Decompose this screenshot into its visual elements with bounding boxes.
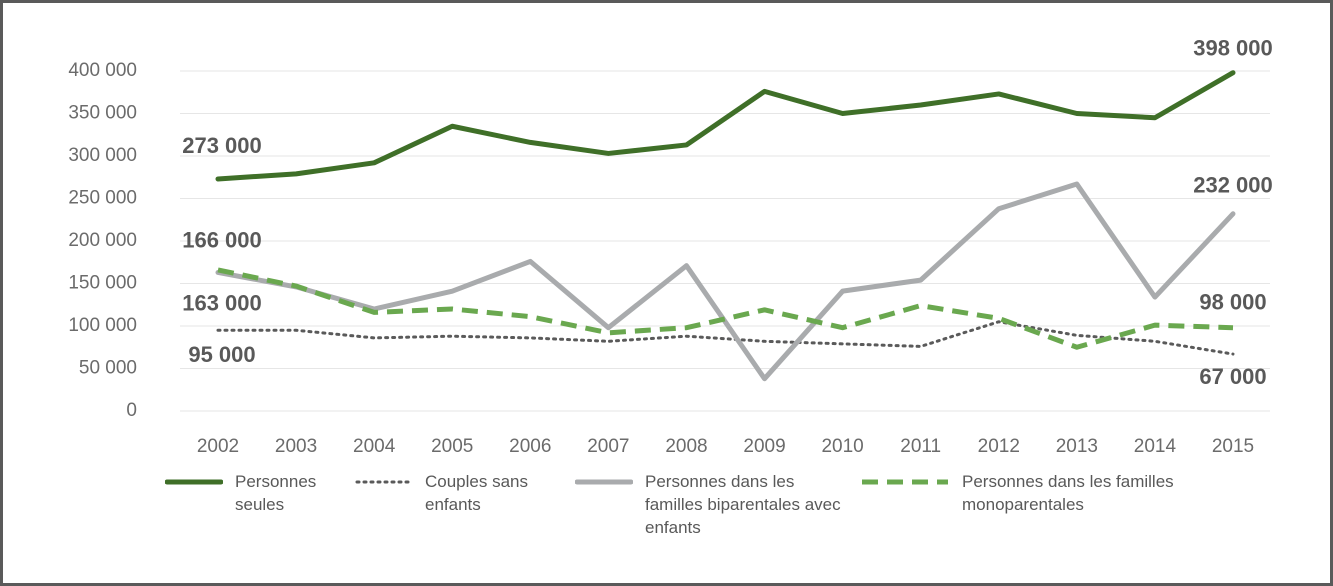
legend-item: Personnes dans les familles monoparental… (860, 470, 1212, 516)
x-tick-label: 2015 (1212, 436, 1254, 457)
data-label: 67 000 (1199, 364, 1266, 389)
data-label: 166 000 (182, 228, 262, 253)
y-tick-label: 250 000 (68, 188, 137, 209)
y-tick-label: 100 000 (68, 315, 137, 336)
y-tick-label: 150 000 (68, 273, 137, 294)
x-tick-label: 2012 (978, 436, 1020, 457)
legend-swatch (862, 479, 948, 485)
y-tick-label: 400 000 (68, 60, 137, 81)
x-tick-label: 2007 (587, 436, 629, 457)
data-label: 98 000 (1199, 290, 1266, 315)
legend-label: Couples sans enfants (425, 472, 529, 514)
x-tick-label: 2009 (743, 436, 785, 457)
x-tick-label: 2014 (1134, 436, 1177, 457)
x-tick-label: 2003 (275, 436, 317, 457)
legend-item: Couples sans enfants (355, 470, 555, 516)
x-tick-label: 2006 (509, 436, 551, 457)
y-tick-label: 300 000 (68, 145, 137, 166)
data-label: 398 000 (1193, 36, 1273, 61)
legend-item: Personnes dans les familles biparentales… (575, 470, 855, 539)
data-label: 232 000 (1193, 173, 1273, 198)
legend-label: Personnes dans les familles monoparental… (962, 472, 1174, 514)
y-tick-label: 200 000 (68, 230, 137, 251)
y-tick-label: 50 000 (79, 358, 137, 379)
x-tick-label: 2013 (1056, 436, 1098, 457)
series-line (216, 320, 1235, 356)
data-label: 163 000 (182, 290, 262, 315)
data-label: 273 000 (182, 133, 262, 158)
y-tick-label: 0 (126, 400, 137, 421)
legend-swatch (355, 480, 413, 484)
x-tick-label: 2010 (821, 436, 863, 457)
data-label: 95 000 (188, 342, 255, 367)
legend-label: Personnes dans les familles biparentales… (645, 472, 841, 537)
legend-item: Personnes seules (165, 470, 335, 516)
x-tick-label: 2002 (197, 436, 239, 457)
legend-label: Personnes seules (235, 472, 317, 514)
series-line (215, 70, 1236, 182)
series-line (215, 181, 1236, 382)
legend-swatch (575, 479, 633, 485)
x-tick-label: 2008 (665, 436, 707, 457)
legend-swatch (165, 479, 223, 485)
x-tick-label: 2004 (353, 436, 396, 457)
x-tick-label: 2005 (431, 436, 473, 457)
y-tick-label: 350 000 (68, 103, 137, 124)
x-tick-label: 2011 (900, 436, 941, 457)
series-line (217, 267, 1234, 350)
